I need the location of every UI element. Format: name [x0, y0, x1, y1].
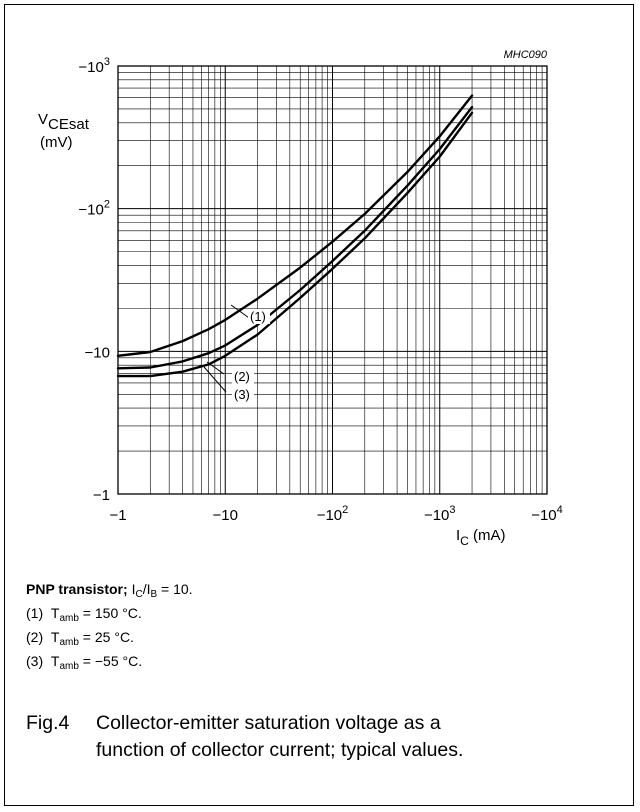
y-tick-label: −1	[93, 487, 110, 504]
callout-bg-1	[248, 309, 270, 324]
curve-label-3: (3)	[234, 387, 250, 402]
x-tick-label: −1	[109, 507, 126, 524]
figure-code: MHC090	[504, 49, 548, 61]
y-tick-label: −10	[85, 344, 110, 361]
y-axis-unit: (mV)	[40, 134, 73, 151]
figure-caption: Fig.4 Collector-emitter saturation volta…	[26, 710, 463, 764]
callout-bg-3	[232, 387, 254, 402]
y-tick-label: −103	[78, 56, 110, 76]
callout-line-2	[206, 361, 225, 375]
figure-frame	[4, 4, 634, 806]
y-axis-label: VCEsat	[38, 111, 90, 133]
x-tick-label: −10	[213, 507, 238, 524]
curve-label-1: (1)	[250, 309, 266, 324]
transistor-type: PNP transistor;	[26, 581, 128, 597]
callout-bg-2	[232, 369, 254, 384]
legend-item-3: (3) Tamb = −55 °C.	[26, 653, 143, 672]
curve-3	[116, 111, 474, 378]
chart: −1 −10 −102 −103 −104 −1 −10 −102 −103 VCEsat(mV)…	[38, 49, 563, 548]
caption-line-2: function of collector current; typical v…	[96, 739, 464, 761]
figure-number: Fig.4	[26, 712, 70, 734]
callout-line-3	[203, 366, 227, 393]
curve-1	[116, 94, 474, 357]
legend-item-1: (1) Tamb = 150 °C.	[26, 605, 142, 624]
x-axis-label: IC (mA)	[456, 527, 506, 548]
x-tick-label: −103	[424, 504, 456, 524]
curve-label-2: (2)	[234, 369, 250, 384]
plot-border	[117, 65, 548, 495]
conditions-line: PNP transistor; IC/IB = 10.	[26, 581, 193, 600]
legend-item-2: (2) Tamb = 25 °C.	[26, 629, 134, 648]
curve-2	[116, 105, 474, 370]
x-tick-label: −102	[317, 504, 349, 524]
x-tick-label: −104	[531, 504, 563, 524]
y-tick-label: −102	[78, 199, 110, 219]
caption-line-1: Collector-emitter saturation voltage as …	[96, 712, 441, 734]
